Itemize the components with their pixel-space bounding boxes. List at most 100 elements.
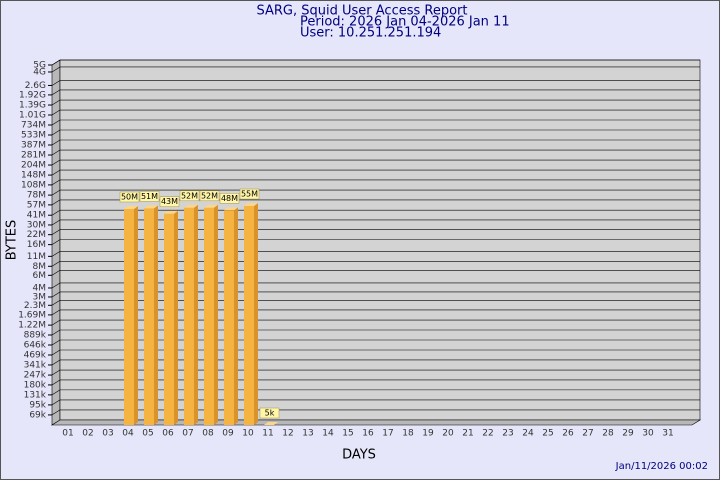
grid-line [51, 199, 61, 206]
y-tick-label: 30M [27, 220, 46, 230]
y-tick-label: 78M [27, 191, 46, 201]
x-tick-label: 05 [142, 429, 153, 439]
x-tick-label: 28 [602, 429, 614, 439]
y-tick-label: 646k [24, 340, 47, 350]
grid-line [51, 66, 61, 73]
value-label: 51M [141, 192, 158, 201]
bar [144, 205, 158, 425]
grid-line [51, 349, 61, 356]
grid-line [51, 139, 61, 146]
bar [204, 204, 218, 425]
y-tick-label: 1.22M [18, 321, 46, 331]
grid-line [51, 169, 61, 176]
grid-line [51, 319, 61, 326]
y-tick-label: 469k [24, 351, 47, 361]
value-label-box [239, 188, 260, 200]
x-tick-label: 04 [122, 429, 134, 439]
value-label-box [159, 196, 180, 208]
x-tick-label: 01 [62, 429, 73, 439]
y-tick-label: 533M [21, 131, 46, 141]
x-tick-label: 17 [382, 429, 393, 439]
x-tick-label: 25 [542, 429, 553, 439]
value-label-box [139, 191, 160, 202]
bar [164, 210, 178, 425]
grid-line [51, 149, 61, 156]
grid-line [51, 239, 61, 245]
grid-line [51, 59, 61, 66]
y-tick-label: 57M [27, 200, 46, 210]
value-label: 55M [241, 190, 258, 199]
value-label: 50M [121, 193, 138, 202]
grid-line [51, 379, 61, 386]
grid-line [51, 339, 61, 346]
y-tick-label: 22M [27, 230, 46, 240]
x-tick-label: 03 [102, 429, 113, 439]
grid-line [51, 179, 61, 186]
grid-line [51, 300, 61, 306]
grid-line [51, 282, 61, 289]
value-label: 5k [265, 409, 275, 418]
y-tick-label: 734M [21, 120, 46, 130]
y-tick-label: 281M [21, 151, 46, 161]
x-axis-label: DAYS [342, 448, 376, 463]
x-tick-label: 08 [202, 429, 214, 439]
y-tick-label: 387M [21, 141, 46, 151]
grid-line [51, 389, 61, 396]
x-tick-label: 16 [362, 429, 374, 439]
y-tick-label: 1.92G [19, 90, 46, 100]
grid-line [51, 261, 61, 267]
grid-line [51, 219, 61, 226]
grid-line [51, 329, 61, 336]
x-tick-label: 21 [462, 429, 473, 439]
value-label: 48M [221, 194, 238, 203]
value-label-box [119, 191, 140, 203]
x-tick-label: 07 [182, 429, 193, 439]
grid-line [51, 229, 61, 235]
grid-line [51, 359, 61, 366]
y-tick-label: 247k [24, 371, 47, 381]
bar [224, 207, 238, 425]
y-tick-label: 1.01G [19, 111, 46, 121]
value-label-box [179, 190, 200, 202]
y-tick-label: 180k [24, 380, 47, 390]
x-tick-label: 23 [502, 429, 513, 439]
y-tick-label: 2.3M [24, 301, 46, 311]
x-tick-label: 13 [302, 429, 313, 439]
value-label: 43M [161, 197, 178, 206]
y-tick-label: 1.69M [18, 310, 46, 320]
y-tick-label: 5G [33, 61, 46, 71]
y-tick-label: 148M [21, 171, 46, 181]
x-tick-label: 30 [642, 429, 654, 439]
grid-line [51, 209, 61, 216]
value-label: 52M [181, 191, 198, 200]
y-tick-label: 131k [24, 390, 47, 400]
x-tick-label: 18 [402, 429, 414, 439]
y-tick-label: 2.6G [25, 81, 46, 91]
left-wall [51, 59, 61, 426]
grid-line [51, 99, 61, 106]
x-tick-label: 26 [562, 429, 574, 439]
y-tick-label: 6M [33, 271, 47, 281]
y-tick-label: 41M [27, 211, 46, 221]
x-tick-label: 14 [322, 429, 334, 439]
x-tick-label: 31 [662, 429, 673, 439]
y-tick-label: 108M [21, 180, 46, 190]
user: User: 10.251.251.194 [300, 26, 441, 41]
y-tick-label: 4G [33, 67, 46, 77]
y-tick-label: 69k [29, 410, 46, 420]
x-tick-label: 09 [222, 429, 234, 439]
timestamp: Jan/11/2026 00:02 [615, 461, 708, 472]
y-tick-label: 11M [27, 252, 46, 262]
x-tick-label: 27 [582, 429, 593, 439]
grid-line [51, 119, 61, 126]
x-tick-label: 19 [422, 429, 434, 439]
y-tick-label: 4M [33, 283, 47, 293]
grid-line [51, 369, 61, 376]
grid-line [51, 80, 61, 86]
x-tick-label: 22 [482, 429, 493, 439]
x-tick-label: 24 [522, 429, 534, 439]
grid-line [51, 159, 61, 166]
y-tick-label: 16M [27, 240, 46, 250]
